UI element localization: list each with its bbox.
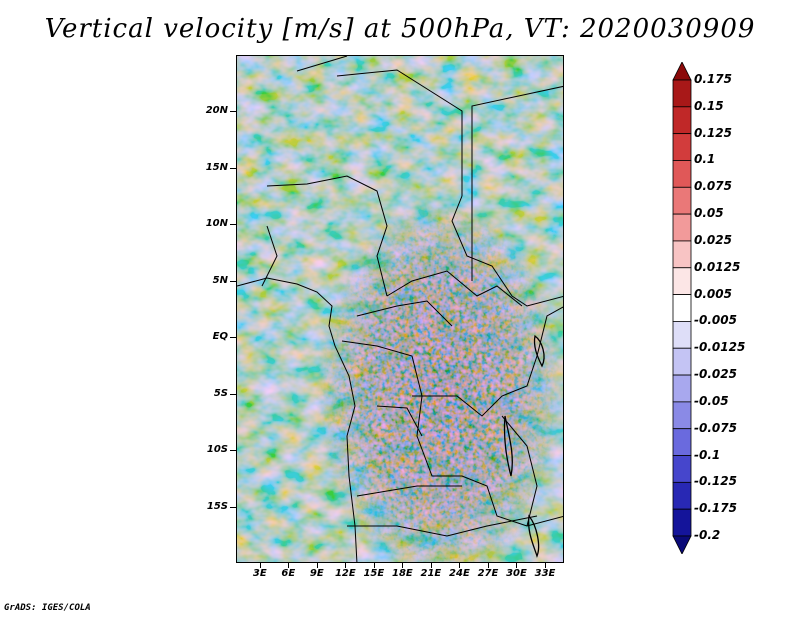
colorbar-bin <box>672 133 692 161</box>
colorbar-tick-label: -0.2 <box>694 528 721 542</box>
lon-tick <box>487 563 489 568</box>
lat-tick <box>230 506 236 508</box>
lat-tick-label: 10N <box>205 218 228 230</box>
map-title: Vertical velocity [m/s] at 500hPa, VT: 2… <box>44 14 756 44</box>
colorbar-bin <box>672 213 692 242</box>
lat-tick <box>230 111 236 113</box>
lon-tick-label: 3E <box>252 568 267 579</box>
lat-tick-label: 10S <box>206 444 228 456</box>
colorbar-bin <box>672 535 692 554</box>
lat-tick-label: 5N <box>212 274 228 286</box>
colorbar-tick-label: -0.025 <box>694 367 737 382</box>
lon-tick-label: 18E <box>392 568 413 579</box>
lon-tick <box>544 563 546 568</box>
grads-credit: GrADS: IGES/COLA <box>4 603 91 613</box>
colorbar-bin <box>672 508 692 537</box>
lon-tick-label: 15E <box>363 568 385 579</box>
colorbar-tick-label: -0.075 <box>694 420 737 435</box>
colorbar-bin <box>672 428 692 456</box>
country-borders <box>237 56 563 562</box>
lon-tick-label: 12E <box>334 568 356 579</box>
lon-tick-label: 30E <box>506 568 527 579</box>
lon-tick <box>288 563 290 568</box>
colorbar-bin <box>672 106 692 135</box>
lon-tick <box>373 563 375 568</box>
colorbar-tick-label: 0.175 <box>694 72 732 86</box>
colorbar-bin <box>672 186 692 215</box>
lon-tick-label: 6E <box>281 568 296 579</box>
colorbar-bin <box>672 267 692 295</box>
colorbar-tick-label: -0.05 <box>694 393 729 408</box>
colorbar-tick-label: 0.075 <box>694 179 732 194</box>
lon-tick-label: 9E <box>309 568 324 579</box>
lon-tick <box>459 563 461 568</box>
colorbar-bin <box>672 374 692 403</box>
lon-tick <box>430 563 432 568</box>
colorbar-bin <box>672 481 692 510</box>
colorbar-tick-label: 0.125 <box>694 125 732 140</box>
lat-tick-label: 15N <box>205 161 228 173</box>
colorbar-tick-label: -0.125 <box>694 474 737 489</box>
colorbar-tick-label: 0.1 <box>694 152 716 167</box>
colorbar-bin <box>672 401 692 430</box>
lat-tick <box>230 393 236 395</box>
lon-tick <box>516 563 518 568</box>
colorbar-tick-label: -0.0125 <box>694 340 746 355</box>
lon-tick-label: 27E <box>477 568 499 579</box>
colorbar-tick-label: 0.025 <box>694 232 732 247</box>
colorbar-tick-label: 0.05 <box>694 206 724 221</box>
lat-tick-label: EQ <box>212 331 228 343</box>
lat-tick-label: 5S <box>213 387 228 399</box>
lat-tick <box>230 224 236 226</box>
colorbar-bin <box>672 347 692 376</box>
lat-tick <box>230 167 236 169</box>
map-panel <box>236 55 564 563</box>
colorbar-bin <box>672 321 692 349</box>
lon-tick <box>402 563 404 568</box>
colorbar-bin <box>672 160 692 188</box>
lon-tick-label: 24E <box>449 568 470 579</box>
colorbar-tick-label: -0.005 <box>694 313 737 328</box>
vertical-velocity-field <box>237 56 563 562</box>
lat-tick <box>230 280 236 282</box>
lon-tick <box>345 563 347 568</box>
colorbar-bin <box>672 79 692 108</box>
colorbar-tick-label: 0.005 <box>694 286 732 301</box>
colorbar-tick-label: 0.15 <box>694 98 724 113</box>
lat-tick <box>230 450 236 452</box>
lon-tick-label: 33E <box>534 568 556 579</box>
convective-speckle <box>237 56 563 562</box>
colorbar <box>672 62 692 554</box>
colorbar-tick-label: -0.1 <box>694 447 721 462</box>
lat-tick-label: 15S <box>206 500 228 512</box>
colorbar-tick-label: 0.0125 <box>694 259 741 274</box>
colorbar-bin <box>672 62 692 81</box>
colorbar-bin <box>672 240 692 269</box>
lon-tick-label: 21E <box>420 568 442 579</box>
lon-tick <box>259 563 261 568</box>
colorbar-bin <box>672 294 692 322</box>
lat-tick <box>230 337 236 339</box>
colorbar-bin <box>672 455 692 483</box>
lat-tick-label: 20N <box>205 105 228 117</box>
colorbar-tick-label: -0.175 <box>694 501 737 516</box>
lon-tick <box>316 563 318 568</box>
lake-outlines <box>503 334 545 558</box>
